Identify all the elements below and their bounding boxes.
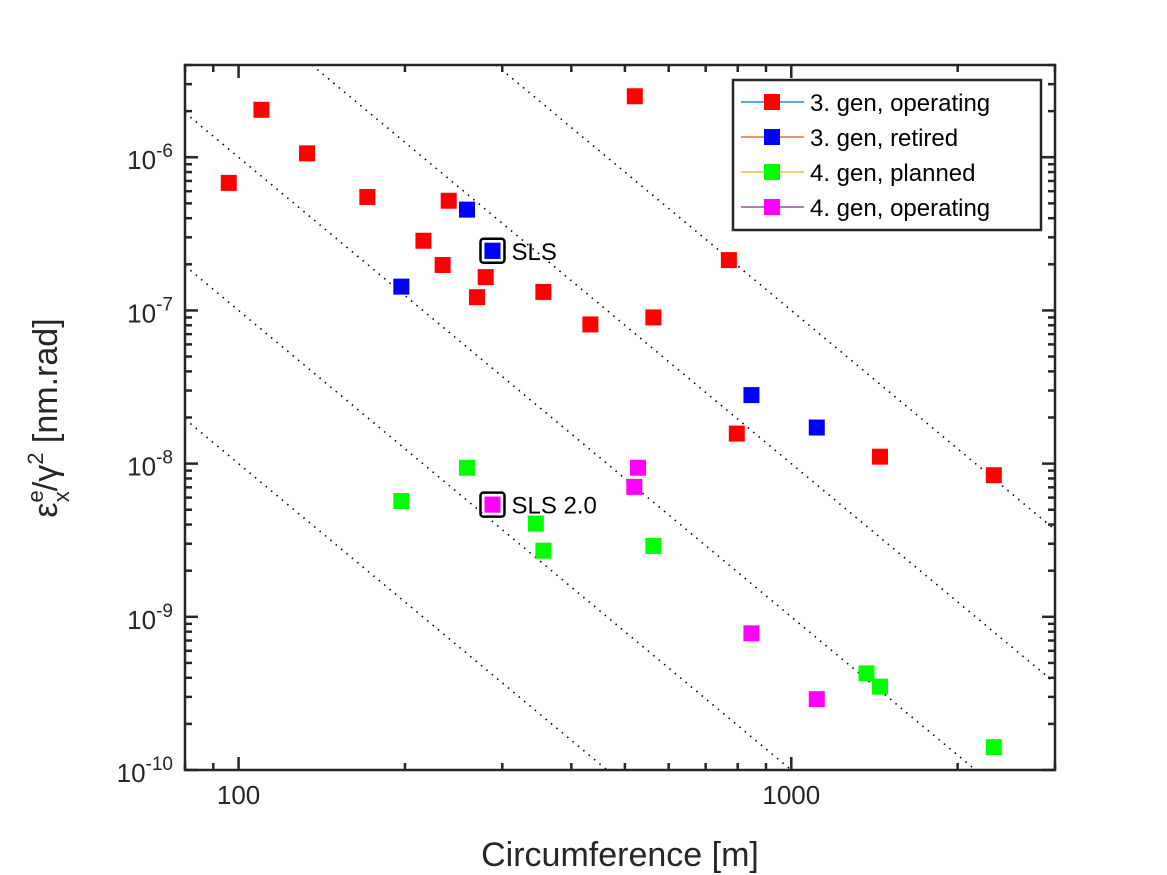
data-point xyxy=(645,309,662,326)
y-tick-base: 10 xyxy=(127,605,156,635)
data-point xyxy=(582,316,599,333)
y-tick-label: 10-10 xyxy=(117,754,173,788)
data-point xyxy=(629,459,646,476)
legend-marker xyxy=(764,164,780,180)
data-point xyxy=(220,174,237,191)
y-tick-label: 10-9 xyxy=(127,601,173,635)
annotation-label: SLS 2.0 xyxy=(511,493,596,520)
legend-entry: 4. gen, planned xyxy=(810,160,975,187)
y-axis-label: εex/γ2 [nm.rad] xyxy=(23,318,74,517)
legend-entry: 3. gen, operating xyxy=(810,90,990,117)
y-tick-exponent: -10 xyxy=(146,754,173,775)
y-label-unit: [nm.rad] xyxy=(27,318,65,452)
data-point xyxy=(985,467,1002,484)
data-point xyxy=(440,192,457,209)
legend-entry: 3. gen, retired xyxy=(810,125,958,152)
y-label-symbol: ε xyxy=(27,502,65,517)
x-tick-label: 1000 xyxy=(762,780,820,810)
y-tick-label: 10-6 xyxy=(127,141,173,175)
y-label-sup: e xyxy=(23,490,48,502)
data-point xyxy=(393,278,410,295)
x-tick-labels: 100 1000 xyxy=(217,780,820,810)
data-point xyxy=(871,678,888,695)
data-point xyxy=(743,625,760,642)
x-tick-label: 100 xyxy=(217,780,260,810)
data-point xyxy=(743,387,760,404)
y-tick-label: 10-8 xyxy=(127,448,173,482)
data-point xyxy=(808,419,825,436)
y-label-mid: /γ xyxy=(27,465,65,491)
legend: 3. gen, operating 3. gen, retired 4. gen, … xyxy=(731,78,1043,232)
reference-line xyxy=(311,64,1056,684)
data-point xyxy=(434,256,451,273)
y-tick-exponent: -9 xyxy=(156,601,173,622)
y-tick-label: 10-7 xyxy=(127,294,173,328)
annotations: SLS SLS 2.0 xyxy=(479,237,597,520)
legend-marker xyxy=(764,129,780,145)
data-point xyxy=(393,493,410,510)
legend-marker xyxy=(764,199,780,215)
data-point xyxy=(626,478,643,495)
y-tick-base: 10 xyxy=(127,145,156,175)
data-point xyxy=(359,189,376,206)
plot-frame xyxy=(183,63,1057,772)
data-point xyxy=(985,739,1002,756)
highlighted-point xyxy=(484,242,501,259)
highlight-box xyxy=(479,237,506,265)
data-point xyxy=(535,542,552,559)
data-point xyxy=(808,691,825,708)
annotation-label: SLS xyxy=(511,239,556,266)
y-tick-base: 10 xyxy=(127,298,156,328)
data-point xyxy=(871,448,888,465)
x-axis-label: Circumference [m] xyxy=(481,836,759,874)
reference-lines xyxy=(184,64,1056,771)
legend-marker xyxy=(764,94,780,110)
y-label-sub: x xyxy=(49,491,74,502)
y-tick-exponent: -7 xyxy=(156,294,173,315)
legend-entry: 4. gen, operating xyxy=(810,195,990,222)
data-point xyxy=(468,289,485,306)
highlighted-point xyxy=(484,496,501,513)
data-point xyxy=(477,269,494,286)
y-label-sup2: 2 xyxy=(23,453,48,465)
legend-box xyxy=(731,78,1043,232)
data-point xyxy=(299,145,316,162)
data-point xyxy=(415,232,432,249)
data-point xyxy=(459,201,476,218)
data-point xyxy=(858,665,875,682)
y-tick-base: 10 xyxy=(127,452,156,482)
data-point xyxy=(253,101,270,118)
highlight-box xyxy=(479,491,506,518)
y-tick-base: 10 xyxy=(117,758,146,788)
reference-line xyxy=(184,418,608,771)
data-point xyxy=(720,252,737,269)
data-point xyxy=(527,515,544,532)
data-points xyxy=(220,88,1002,756)
data-point xyxy=(459,459,476,476)
data-point xyxy=(728,425,745,442)
data-point xyxy=(645,537,662,554)
y-tick-exponent: -8 xyxy=(156,448,173,469)
y-tick-exponent: -6 xyxy=(156,141,173,162)
data-point xyxy=(626,88,643,105)
data-point xyxy=(535,283,552,300)
